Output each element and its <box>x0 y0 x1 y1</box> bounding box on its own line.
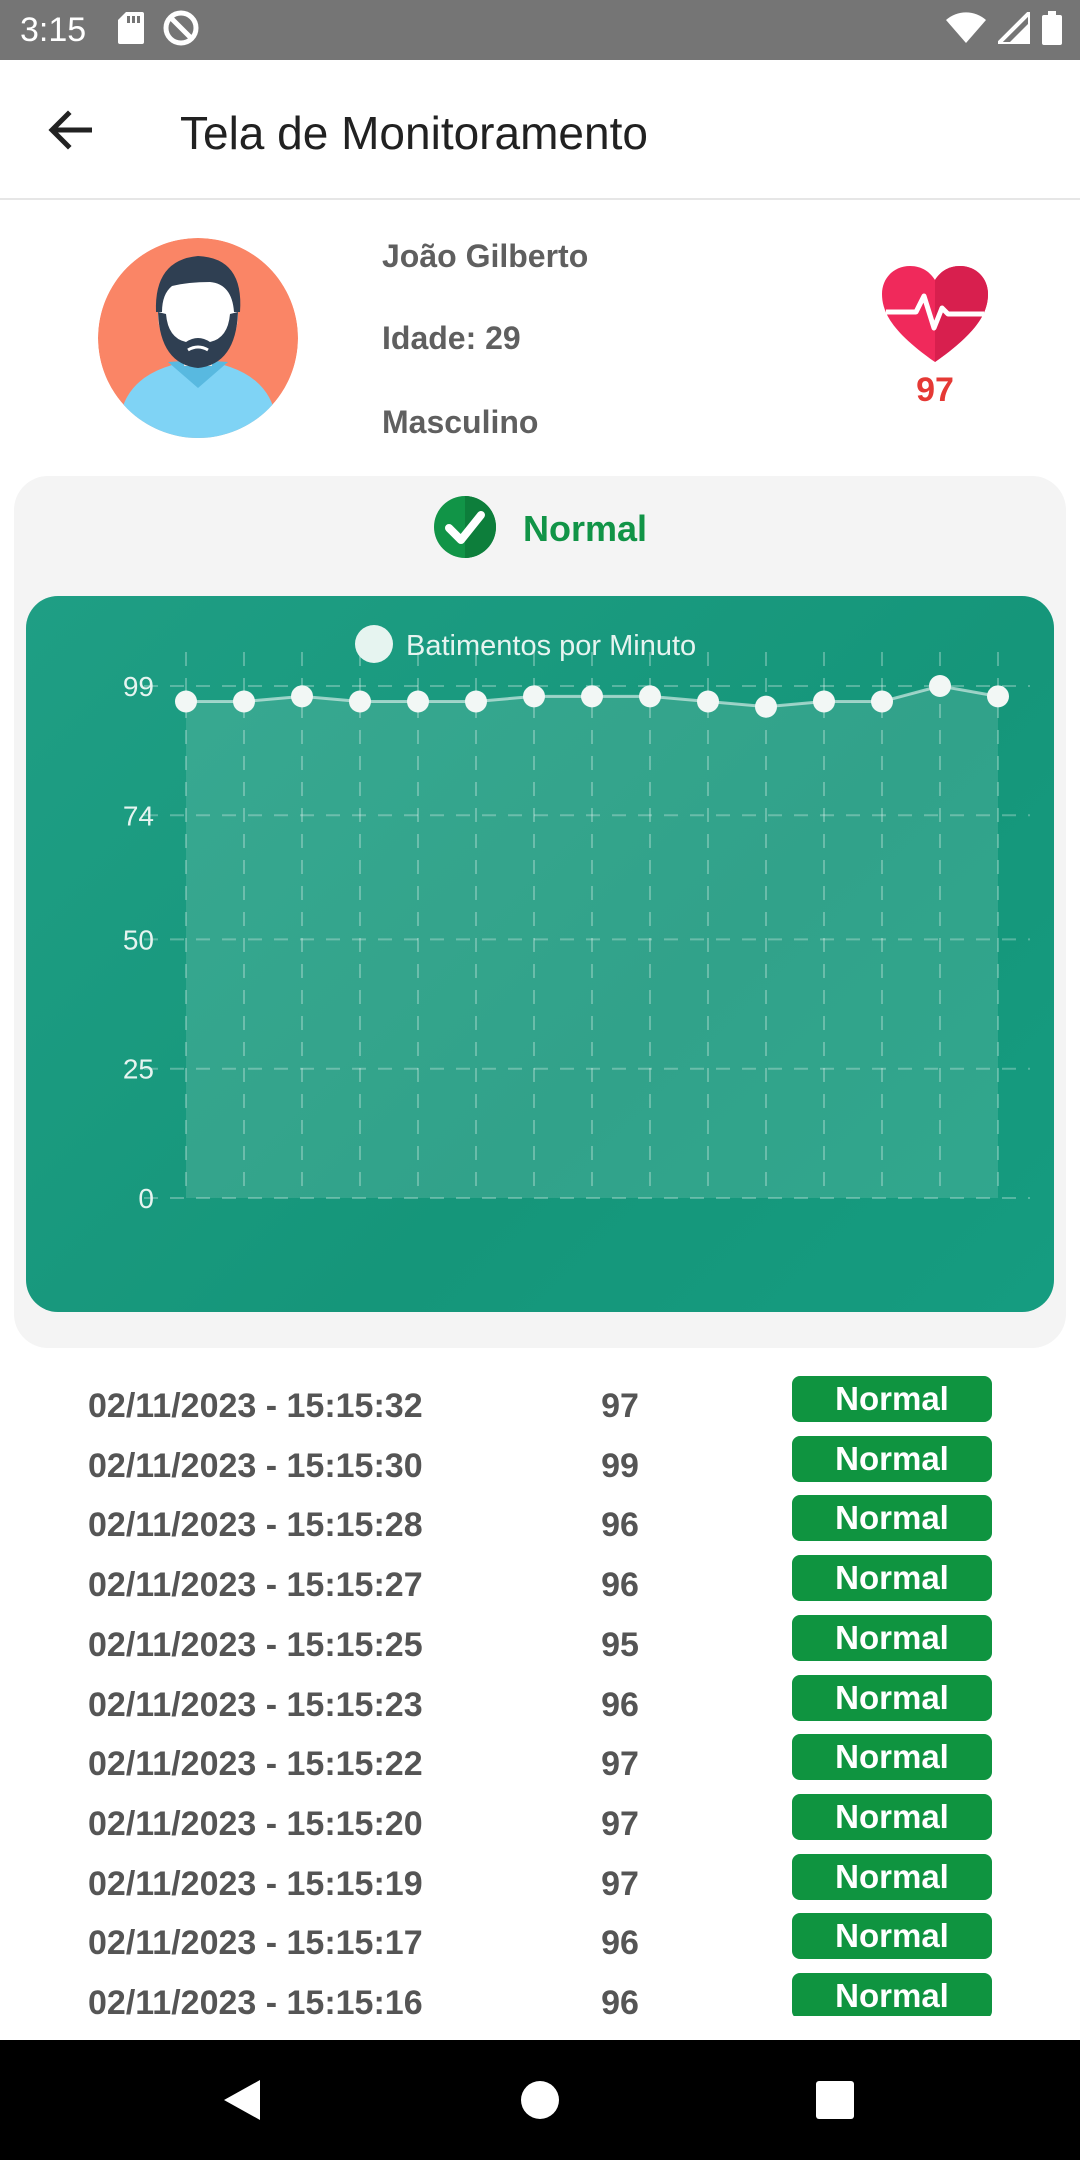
reading-status-badge: Normal <box>792 1853 992 1900</box>
avatar <box>98 238 298 438</box>
data-point <box>233 690 255 713</box>
data-point <box>987 685 1009 708</box>
data-point <box>639 685 661 708</box>
data-point <box>697 690 719 713</box>
reading-row: 02/11/2023 - 15:15:27 96 Normal <box>0 1555 1080 1615</box>
readings-list: 02/11/2023 - 15:15:32 97 Normal 02/11/2023 … <box>0 1376 1080 2016</box>
reading-value: 97 <box>601 1387 639 1425</box>
reading-status-badge: Normal <box>792 1555 992 1602</box>
data-point <box>581 685 603 708</box>
reading-status-badge: Normal <box>792 1973 992 2016</box>
reading-row: 02/11/2023 - 15:15:28 96 Normal <box>0 1495 1080 1555</box>
nav-home-icon <box>521 2081 559 2119</box>
reading-status-badge: Normal <box>792 1734 992 1781</box>
heart-rate-icon <box>882 266 988 366</box>
check-circle-icon <box>433 495 497 564</box>
app-bar: Tela de Monitoramento <box>0 60 1080 200</box>
reading-row: 02/11/2023 - 15:15:32 97 Normal <box>0 1376 1080 1436</box>
data-point <box>291 685 313 708</box>
reading-status-badge: Normal <box>792 1793 992 1840</box>
profile-age: Idade: 29 <box>382 320 521 356</box>
y-tick-label: 50 <box>123 924 154 955</box>
arrow-back-icon <box>48 110 92 150</box>
reading-value: 96 <box>601 1566 639 1605</box>
series-area <box>186 686 998 1198</box>
nav-recents-icon <box>816 2081 854 2119</box>
reading-value: 95 <box>601 1625 639 1664</box>
nav-recents-button[interactable] <box>805 2070 865 2130</box>
reading-time: 02/11/2023 - 15:15:20 <box>88 1804 423 1843</box>
reading-value: 97 <box>601 1864 639 1903</box>
reading-status-badge: Normal <box>792 1376 992 1422</box>
reading-time: 02/11/2023 - 15:15:17 <box>88 1924 423 1963</box>
data-point <box>175 690 197 713</box>
profile-name: João Gilberto <box>382 238 589 274</box>
data-point <box>349 690 371 713</box>
status-card: Normal Batimentos por Minuto 99 74 50 25 0 <box>14 476 1066 1348</box>
reading-time: 02/11/2023 - 15:15:27 <box>88 1566 423 1605</box>
y-tick-label: 74 <box>123 800 154 831</box>
data-point <box>929 675 951 697</box>
reading-row: 02/11/2023 - 15:15:23 96 Normal <box>0 1674 1080 1735</box>
bpm-chart-svg: Batimentos por Minuto 99 74 50 25 0 <box>123 625 1030 1214</box>
legend-marker <box>355 625 393 663</box>
reading-row: 02/11/2023 - 15:15:16 96 Normal <box>0 1973 1080 2016</box>
data-point <box>523 685 545 708</box>
reading-time: 02/11/2023 - 15:15:22 <box>88 1745 423 1784</box>
status-row: Normal <box>14 495 1066 564</box>
nav-home-button[interactable] <box>510 2070 570 2130</box>
reading-time: 02/11/2023 - 15:15:23 <box>88 1685 423 1724</box>
reading-status-badge: Normal <box>792 1913 992 1960</box>
status-label: Normal <box>522 508 648 549</box>
y-tick-label: 99 <box>123 671 154 702</box>
cell-signal-icon <box>993 6 1032 49</box>
page-title: Tela de Monitoramento <box>180 107 648 159</box>
reading-time: 02/11/2023 - 15:15:28 <box>88 1506 423 1545</box>
y-tick-label: 0 <box>138 1183 154 1214</box>
reading-value: 97 <box>601 1745 639 1784</box>
data-point <box>871 690 893 713</box>
data-point <box>407 690 429 713</box>
reading-time: 02/11/2023 - 15:15:25 <box>88 1625 423 1664</box>
profile-gender: Masculino <box>382 404 539 440</box>
reading-status-badge: Normal <box>792 1614 992 1661</box>
data-point <box>813 690 835 713</box>
status-bar: 3:15 <box>0 0 1080 60</box>
back-button[interactable] <box>40 100 100 160</box>
reading-time: 02/11/2023 - 15:15:32 <box>88 1387 423 1425</box>
reading-value: 96 <box>601 1924 639 1963</box>
reading-time: 02/11/2023 - 15:15:19 <box>88 1864 423 1903</box>
wifi-icon <box>946 11 986 49</box>
legend-label: Batimentos por Minuto <box>406 630 696 662</box>
bpm-chart: Batimentos por Minuto 99 74 50 25 0 <box>26 596 1054 1312</box>
reading-time: 02/11/2023 - 15:15:30 <box>88 1446 423 1485</box>
reading-value: 96 <box>601 1984 639 2016</box>
do-not-disturb-icon <box>162 9 200 52</box>
reading-status-badge: Normal <box>792 1674 992 1721</box>
nav-back-button[interactable] <box>212 2070 272 2130</box>
reading-time: 02/11/2023 - 15:15:16 <box>88 1984 423 2016</box>
reading-row: 02/11/2023 - 15:15:20 97 Normal <box>0 1793 1080 1854</box>
heart-rate-value: 97 <box>916 371 954 409</box>
reading-value: 97 <box>601 1804 639 1843</box>
nav-back-icon <box>224 2080 260 2120</box>
reading-row: 02/11/2023 - 15:15:25 95 Normal <box>0 1614 1080 1675</box>
status-time: 3:15 <box>20 11 87 49</box>
sd-card-icon <box>118 11 144 49</box>
reading-status-badge: Normal <box>792 1435 992 1482</box>
reading-row: 02/11/2023 - 15:15:17 96 Normal <box>0 1913 1080 1973</box>
battery-icon <box>1042 10 1062 50</box>
data-point <box>755 695 777 718</box>
reading-row: 02/11/2023 - 15:15:19 97 Normal <box>0 1853 1080 1914</box>
y-tick-label: 25 <box>123 1054 154 1085</box>
data-point <box>465 690 487 713</box>
reading-row: 02/11/2023 - 15:15:22 97 Normal <box>0 1734 1080 1794</box>
reading-value: 96 <box>601 1685 639 1724</box>
nav-bar <box>0 2040 1080 2160</box>
reading-value: 99 <box>601 1446 639 1485</box>
reading-value: 96 <box>601 1506 639 1545</box>
reading-row: 02/11/2023 - 15:15:30 99 Normal <box>0 1435 1080 1496</box>
reading-status-badge: Normal <box>792 1495 992 1542</box>
